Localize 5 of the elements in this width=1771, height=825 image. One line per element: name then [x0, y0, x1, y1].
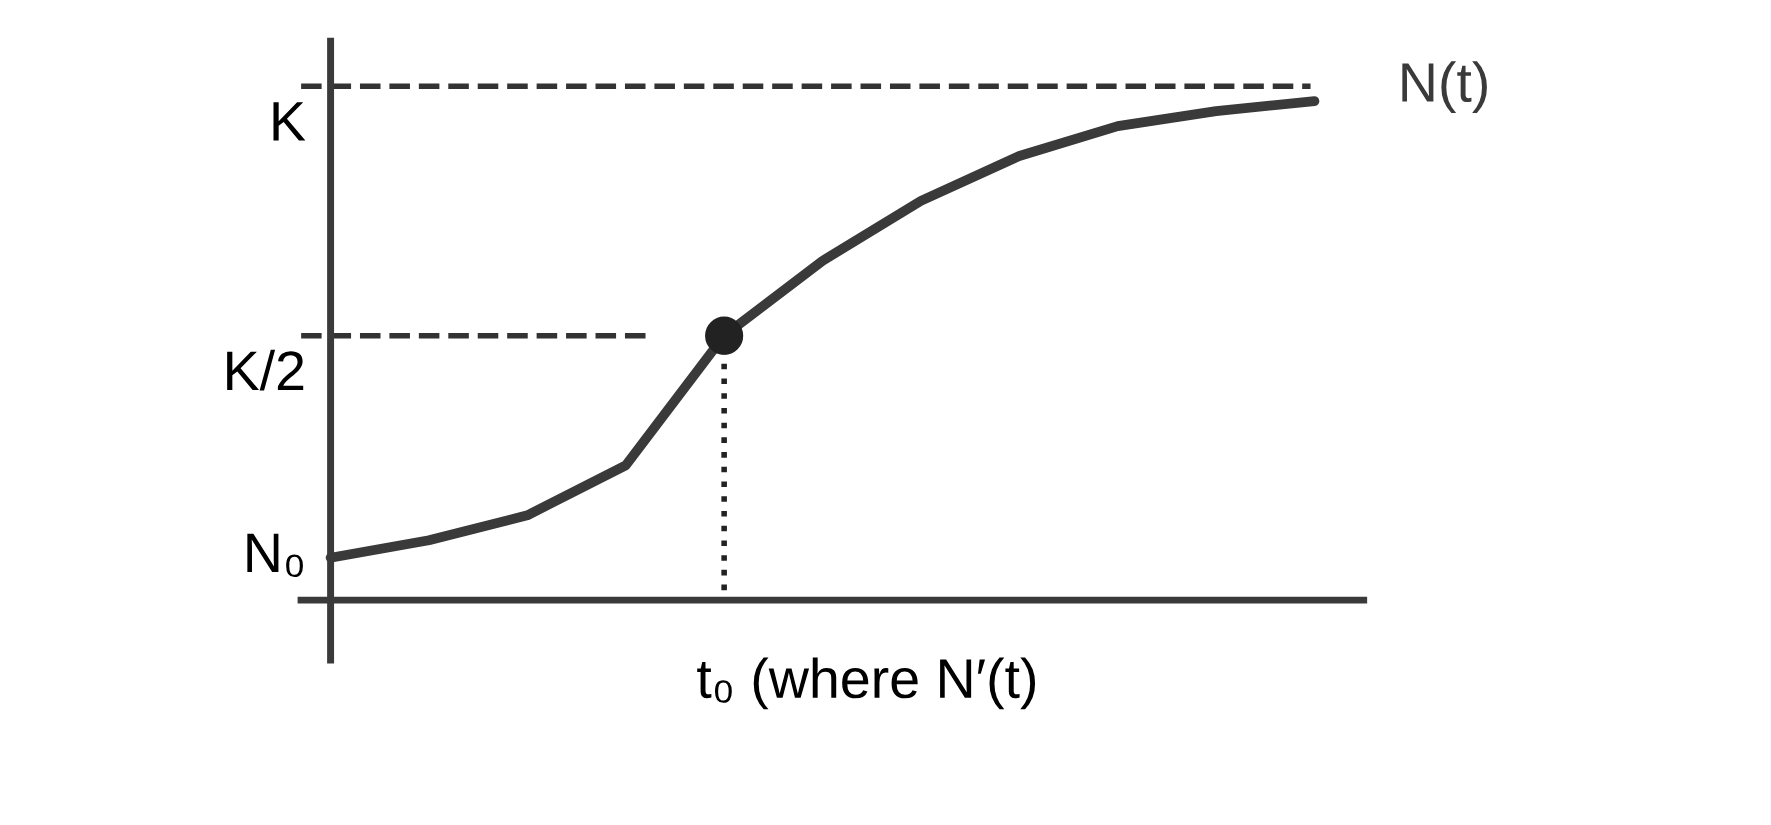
text: t₀ (where N′(t) [697, 657, 1036, 710]
series-label: N(t) [1402, 61, 1487, 114]
ref-line-label: K/2 [227, 349, 304, 391]
ref-line-label: K [273, 102, 306, 141]
annotation: N₀ [247, 533, 303, 578]
